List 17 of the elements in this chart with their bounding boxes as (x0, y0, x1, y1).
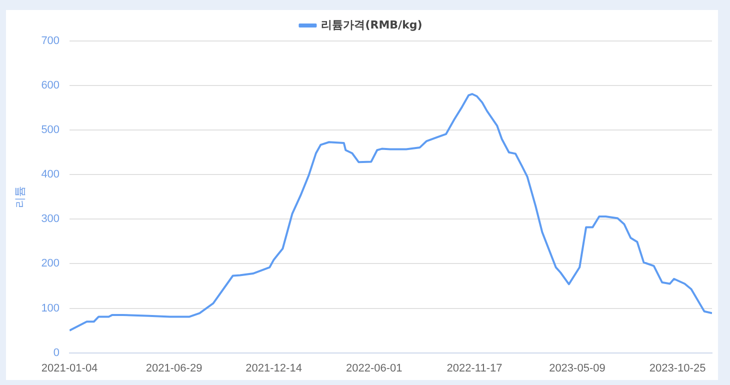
legend-label: 리튬가격(RMB/kg) (321, 18, 422, 32)
y-tick-label: 200 (41, 258, 60, 270)
y-axis-title: 리튬 (14, 186, 27, 208)
y-tick-label: 0 (53, 346, 60, 359)
x-tick-label: 2023-10-25 (649, 362, 706, 374)
x-tick-label: 2023-05-09 (549, 362, 606, 374)
y-tick-label: 600 (41, 80, 60, 92)
x-tick-label: 2022-06-01 (346, 362, 402, 374)
x-tick-label: 2021-01-04 (41, 362, 98, 374)
y-tick-label: 400 (41, 168, 60, 181)
x-tick-label: 2022-11-17 (446, 362, 502, 374)
y-tick-label: 100 (41, 302, 60, 314)
x-tick-label: 2021-12-14 (246, 362, 302, 374)
x-tick-label: 2021-06-29 (146, 362, 202, 374)
y-tick-label: 500 (41, 124, 60, 136)
y-tick-label: 700 (41, 35, 60, 48)
y-tick-label: 300 (41, 213, 60, 226)
